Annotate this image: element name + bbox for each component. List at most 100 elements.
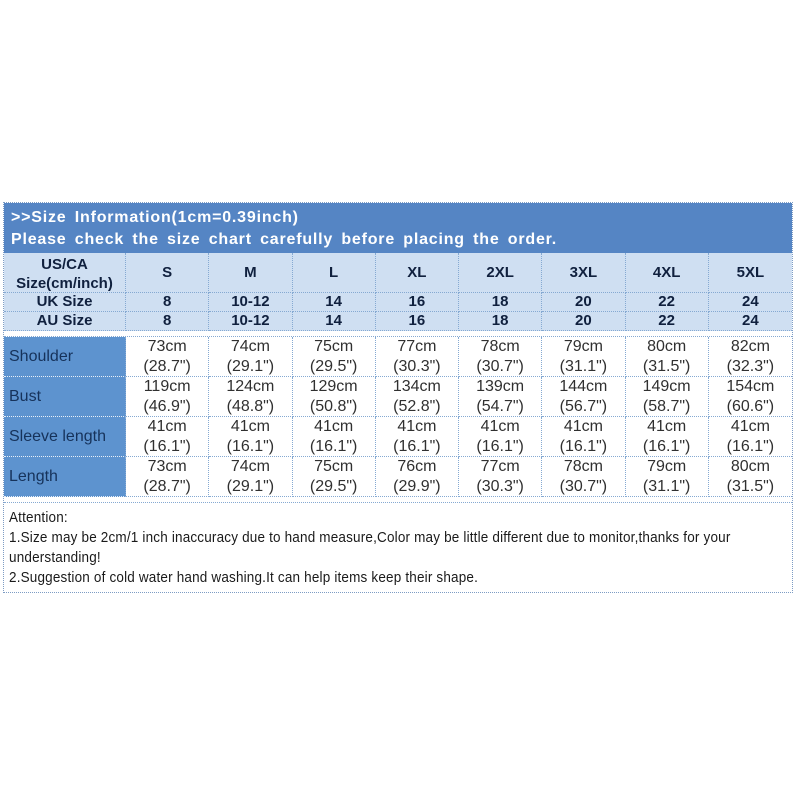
corner-line1: US/CA bbox=[41, 256, 88, 273]
measurement-cell: 41cm (16.1") bbox=[292, 417, 376, 457]
attention-line: understanding! bbox=[9, 549, 101, 566]
cm-value: 75cm bbox=[314, 458, 354, 475]
cm-value: 41cm bbox=[230, 418, 270, 435]
measurement-cell: 79cm (31.1") bbox=[542, 337, 626, 377]
measurement-cell: 119cm (46.9") bbox=[126, 377, 210, 417]
uk-size-cell: 22 bbox=[625, 293, 709, 312]
measurement-cell: 154cm (60.6") bbox=[708, 377, 792, 417]
size-col-header-5xl: 5XL bbox=[708, 253, 792, 293]
cm-value: 82cm bbox=[730, 338, 770, 355]
spacer-row bbox=[4, 331, 792, 337]
uk-size-cell: 14 bbox=[292, 293, 376, 312]
inch-value: (16.1") bbox=[226, 438, 275, 455]
inch-value: (48.8") bbox=[226, 398, 275, 415]
cm-value: 139cm bbox=[476, 378, 525, 395]
measurement-cell: 41cm (16.1") bbox=[542, 417, 626, 457]
measurement-cell: 74cm (29.1") bbox=[209, 337, 293, 377]
measurement-cell: 129cm (50.8") bbox=[292, 377, 376, 417]
inch-value: (28.7") bbox=[143, 478, 191, 495]
size-col-header-4xl: 4XL bbox=[625, 253, 709, 293]
measurement-cell: 74cm (29.1") bbox=[209, 457, 293, 497]
cm-value: 41cm bbox=[647, 418, 687, 435]
size-col-header-2xl: 2XL bbox=[459, 253, 543, 293]
measurement-cell: 41cm (16.1") bbox=[708, 417, 792, 457]
cm-value: 134cm bbox=[392, 378, 441, 395]
measurement-cell: 41cm (16.1") bbox=[459, 417, 543, 457]
measurement-cell: 149cm (58.7") bbox=[625, 377, 709, 417]
measurement-cell: 77cm (30.3") bbox=[459, 457, 543, 497]
cm-value: 129cm bbox=[309, 378, 358, 395]
size-chart-sheet: >>Size Information(1cm=0.39inch) Please … bbox=[3, 202, 793, 593]
cm-value: 78cm bbox=[563, 458, 603, 475]
measurement-cell: 78cm (30.7") bbox=[459, 337, 543, 377]
attention-note: Attention: 1.Size may be 2cm/1 inch inac… bbox=[4, 503, 792, 592]
inch-value: (30.3") bbox=[393, 358, 441, 375]
measurement-label-sleeve-length: Sleeve length bbox=[4, 417, 126, 457]
au-size-cell: 16 bbox=[375, 312, 459, 331]
cm-value: 41cm bbox=[397, 418, 437, 435]
banner-subtitle: Please check the size chart carefully be… bbox=[11, 231, 558, 248]
cm-value: 79cm bbox=[647, 458, 687, 475]
cm-value: 154cm bbox=[726, 378, 775, 395]
inch-value: (29.1") bbox=[226, 358, 275, 375]
inch-value: (31.1") bbox=[559, 358, 608, 375]
inch-value: (16.1") bbox=[559, 438, 608, 455]
inch-value: (32.3") bbox=[726, 358, 775, 375]
au-size-cell: 8 bbox=[126, 312, 210, 331]
measurement-cell: 77cm (30.3") bbox=[375, 337, 459, 377]
inch-value: (54.7") bbox=[476, 398, 524, 415]
measurement-cell: 144cm (56.7") bbox=[542, 377, 626, 417]
inch-value: (16.1") bbox=[476, 438, 524, 455]
inch-value: (29.5") bbox=[309, 358, 358, 375]
uk-size-label: UK Size bbox=[4, 293, 126, 312]
inch-value: (31.5") bbox=[642, 358, 691, 375]
uk-size-cell: 20 bbox=[542, 293, 626, 312]
measurement-cell: 124cm (48.8") bbox=[209, 377, 293, 417]
inch-value: (31.5") bbox=[726, 478, 775, 495]
measurement-label-bust: Bust bbox=[4, 377, 126, 417]
measurement-cell: 41cm (16.1") bbox=[209, 417, 293, 457]
banner-title: >>Size Information(1cm=0.39inch) bbox=[11, 209, 299, 226]
measurement-label-shoulder: Shoulder bbox=[4, 337, 126, 377]
cm-value: 73cm bbox=[147, 338, 187, 355]
inch-value: (30.7") bbox=[476, 358, 524, 375]
cm-value: 80cm bbox=[730, 458, 770, 475]
attention-line: Attention: bbox=[9, 509, 68, 526]
size-col-header-3xl: 3XL bbox=[542, 253, 626, 293]
inch-value: (50.8") bbox=[309, 398, 358, 415]
inch-value: (16.1") bbox=[393, 438, 441, 455]
cm-value: 41cm bbox=[480, 418, 520, 435]
au-size-cell: 22 bbox=[625, 312, 709, 331]
measurement-cell: 76cm (29.9") bbox=[375, 457, 459, 497]
cm-value: 77cm bbox=[480, 458, 520, 475]
cm-value: 78cm bbox=[480, 338, 520, 355]
inch-value: (16.1") bbox=[309, 438, 358, 455]
cm-value: 73cm bbox=[147, 458, 187, 475]
inch-value: (16.1") bbox=[642, 438, 691, 455]
spacer-row bbox=[4, 497, 792, 503]
measurement-cell: 134cm (52.8") bbox=[375, 377, 459, 417]
size-col-header-m: M bbox=[209, 253, 293, 293]
measurement-cell: 41cm (16.1") bbox=[126, 417, 210, 457]
cm-value: 41cm bbox=[147, 418, 187, 435]
measurement-cell: 78cm (30.7") bbox=[542, 457, 626, 497]
inch-value: (52.8") bbox=[393, 398, 441, 415]
cm-value: 41cm bbox=[314, 418, 354, 435]
size-col-header-s: S bbox=[126, 253, 210, 293]
attention-line: 2.Suggestion of cold water hand washing.… bbox=[9, 569, 479, 586]
cm-value: 41cm bbox=[563, 418, 603, 435]
measurement-cell: 73cm (28.7") bbox=[126, 457, 210, 497]
measurement-cell: 80cm (31.5") bbox=[708, 457, 792, 497]
uk-size-cell: 18 bbox=[459, 293, 543, 312]
inch-value: (46.9") bbox=[143, 398, 191, 415]
uk-size-cell: 24 bbox=[708, 293, 792, 312]
cm-value: 41cm bbox=[730, 418, 770, 435]
cm-value: 74cm bbox=[230, 338, 270, 355]
uk-size-cell: 10-12 bbox=[209, 293, 293, 312]
au-size-cell: 20 bbox=[542, 312, 626, 331]
inch-value: (60.6") bbox=[726, 398, 775, 415]
cm-value: 80cm bbox=[647, 338, 687, 355]
uk-size-cell: 16 bbox=[375, 293, 459, 312]
cm-value: 119cm bbox=[143, 378, 191, 395]
size-info-banner: >>Size Information(1cm=0.39inch) Please … bbox=[4, 203, 792, 253]
